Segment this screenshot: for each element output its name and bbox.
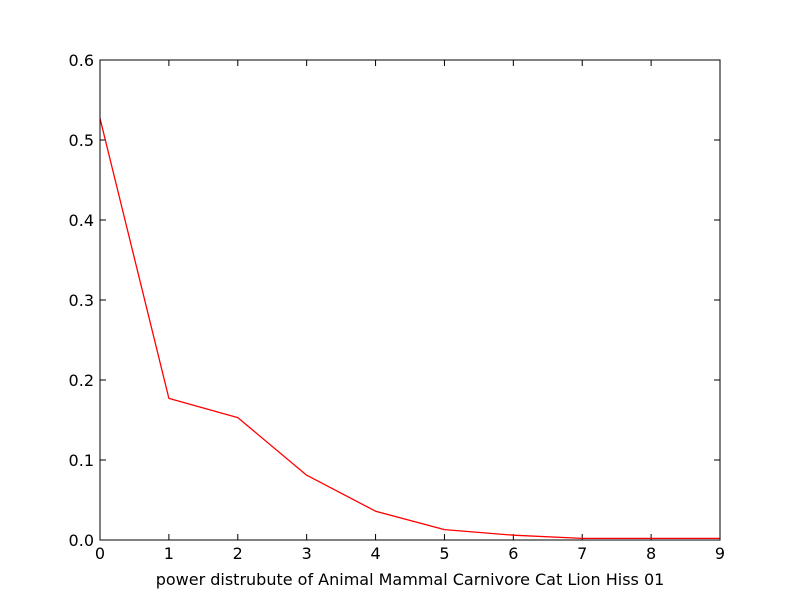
y-tick-label: 0.4: [69, 211, 94, 230]
x-tick-label: 4: [370, 544, 380, 563]
x-axis-label: power distrubute of Animal Mammal Carniv…: [156, 570, 665, 589]
y-tick-label: 0.6: [69, 51, 94, 70]
plot-area: [100, 60, 720, 540]
x-tick-label: 7: [577, 544, 587, 563]
x-tick-label: 0: [95, 544, 105, 563]
series-line: [99, 118, 720, 540]
x-tick-label: 9: [715, 544, 725, 563]
y-ticks: 0.0 0.1 0.2 0.3 0.4 0.5 0.6: [69, 51, 720, 550]
x-tick-label: 6: [508, 544, 518, 563]
plot-frame: [99, 59, 721, 541]
x-ticks: 0 1 2 3 4 5 6 7 8 9: [95, 60, 725, 563]
x-tick-label: 3: [302, 544, 312, 563]
y-tick-label: 0.5: [69, 131, 94, 150]
y-tick-label: 0.1: [69, 451, 94, 470]
x-tick-label: 2: [233, 544, 243, 563]
y-tick-label: 0.2: [69, 371, 94, 390]
x-tick-label: 8: [646, 544, 656, 563]
y-tick-label: 0.3: [69, 291, 94, 310]
y-tick-label: 0.0: [69, 531, 94, 550]
x-tick-label: 5: [439, 544, 449, 563]
x-tick-label: 1: [164, 544, 174, 563]
